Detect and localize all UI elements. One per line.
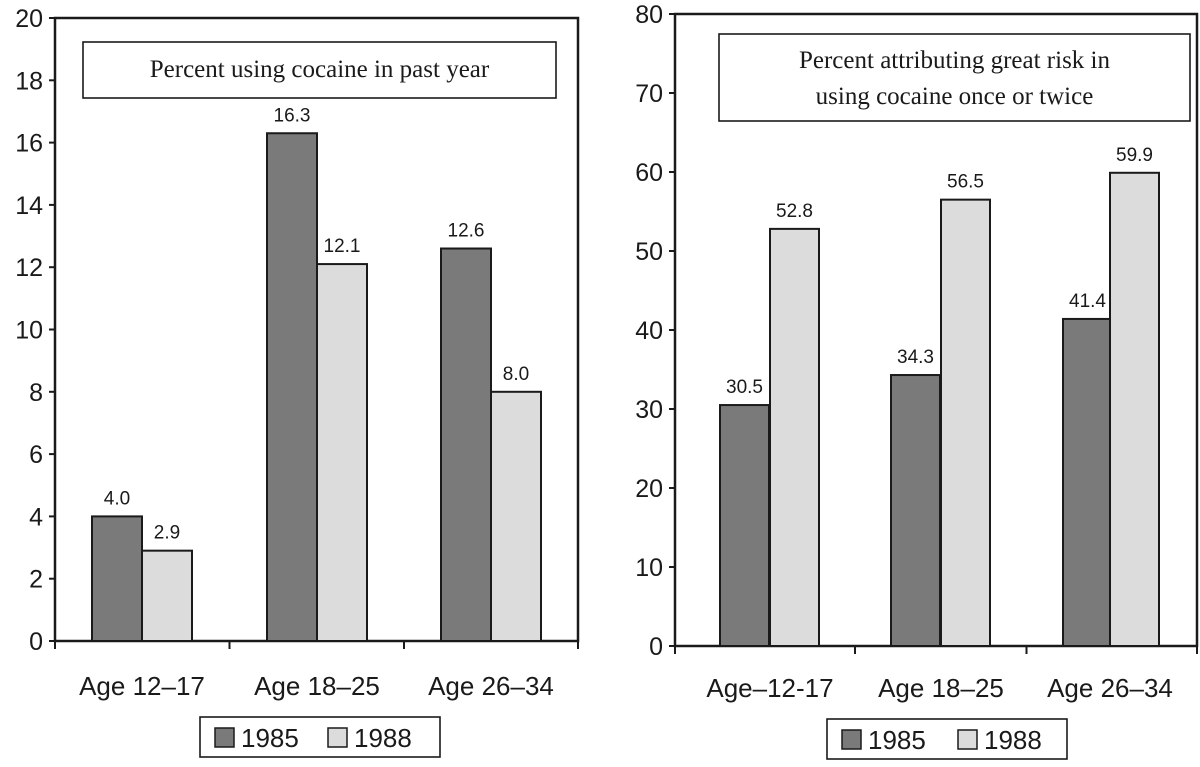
y-tick-label: 16 — [15, 130, 43, 158]
bar-1988-1 — [141, 549, 193, 642]
bar-1988-3 — [490, 390, 542, 642]
data-label: 12.1 — [324, 236, 361, 257]
y-tick-label: 10 — [635, 554, 663, 582]
data-label: 34.3 — [897, 347, 934, 368]
category-label: Age–12-17 — [706, 673, 833, 703]
y-tick-label: 40 — [635, 317, 663, 345]
y-tick-label: 20 — [15, 5, 43, 33]
legend-swatch-1985 — [214, 727, 235, 748]
chart-title: Percent using cocaine in past year — [150, 56, 490, 83]
legend-label-1988: 1988 — [354, 723, 412, 753]
category-label: Age 12–17 — [79, 671, 205, 701]
bar-1985-1 — [719, 404, 770, 647]
data-label: 59.9 — [1116, 145, 1153, 166]
y-tick-label: 20 — [635, 475, 663, 503]
legend-swatch-1988 — [957, 729, 978, 750]
bar-1985-1 — [91, 515, 143, 643]
data-label: 8.0 — [503, 364, 529, 385]
data-label: 12.6 — [448, 221, 485, 242]
y-tick-label: 50 — [635, 238, 663, 266]
legend-swatch-1988 — [327, 727, 348, 748]
y-tick-label: 18 — [15, 67, 43, 95]
y-tick-label: 80 — [635, 1, 663, 29]
y-tick-label: 6 — [29, 441, 43, 469]
chart-cocaine-use: 0 2 4 6 8 10 12 14 16 18 20 4.0 16.3 12.6 2.9 12.1 8.0 Ag… — [15, 5, 580, 758]
data-label: 2.9 — [154, 523, 180, 544]
data-label: 56.5 — [947, 172, 984, 193]
chart-great-risk: 0 10 20 30 40 50 60 70 80 30.5 34.3 41.4 52.8 56.5 59.… — [635, 1, 1199, 760]
y-tick-label: 12 — [15, 254, 43, 282]
legend-swatch-1985 — [841, 729, 862, 750]
legend-label-1988: 1988 — [984, 725, 1042, 755]
y-tick-label: 0 — [649, 633, 663, 661]
y-tick-label: 60 — [635, 159, 663, 187]
data-label: 4.0 — [104, 488, 130, 509]
chart-title-box — [82, 41, 557, 99]
y-tick-label: 10 — [15, 317, 43, 345]
legend-box — [199, 716, 441, 758]
y-tick-label: 14 — [15, 192, 43, 220]
y-tick-label: 30 — [635, 396, 663, 424]
bar-1988-2 — [316, 263, 368, 642]
data-label: 16.3 — [274, 105, 311, 126]
bar-1988-1 — [769, 227, 820, 647]
chart-title-box — [718, 33, 1191, 122]
legend-box — [826, 718, 1068, 760]
y-tick-label: 70 — [635, 80, 663, 108]
data-label: 41.4 — [1069, 291, 1106, 312]
legend-label-1985: 1985 — [241, 723, 299, 753]
legend-label-1985: 1985 — [868, 725, 926, 755]
category-label: Age 26–34 — [1047, 673, 1173, 703]
data-label: 30.5 — [726, 377, 763, 398]
bar-1988-2 — [940, 198, 991, 647]
bar-1985-2 — [266, 132, 318, 642]
y-tick-label: 8 — [29, 379, 43, 407]
category-label: Age 26–34 — [428, 671, 554, 701]
category-label: Age 18–25 — [254, 671, 380, 701]
category-label: Age 18–25 — [878, 673, 1004, 703]
bar-1988-3 — [1109, 171, 1160, 647]
chart-title: using cocaine once or twice — [816, 83, 1094, 110]
data-label: 52.8 — [776, 201, 813, 222]
bar-1985-2 — [890, 374, 941, 647]
y-tick-label: 2 — [29, 566, 43, 594]
chart-title: Percent attributing great risk in — [799, 47, 1111, 74]
bar-1985-3 — [440, 247, 492, 642]
y-tick-label: 4 — [29, 503, 43, 531]
y-tick-label: 0 — [29, 628, 43, 656]
bar-1985-3 — [1062, 317, 1113, 647]
